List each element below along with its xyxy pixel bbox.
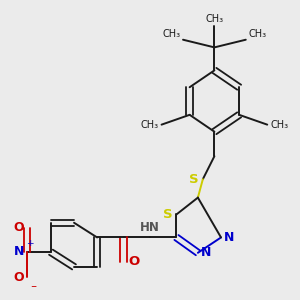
Text: HN: HN — [140, 221, 160, 234]
Text: N: N — [224, 231, 235, 244]
Text: S: S — [163, 208, 172, 221]
Text: +: + — [26, 239, 34, 248]
Text: CH₃: CH₃ — [162, 29, 180, 39]
Text: O: O — [128, 256, 140, 268]
Text: O: O — [13, 220, 24, 233]
Text: S: S — [189, 173, 199, 186]
Text: CH₃: CH₃ — [271, 120, 289, 130]
Text: N: N — [201, 246, 212, 259]
Text: ⁻: ⁻ — [30, 283, 36, 296]
Text: O: O — [13, 271, 24, 284]
Text: CH₃: CH₃ — [248, 29, 266, 39]
Text: N: N — [14, 245, 24, 258]
Text: CH₃: CH₃ — [205, 14, 224, 24]
Text: CH₃: CH₃ — [140, 120, 158, 130]
